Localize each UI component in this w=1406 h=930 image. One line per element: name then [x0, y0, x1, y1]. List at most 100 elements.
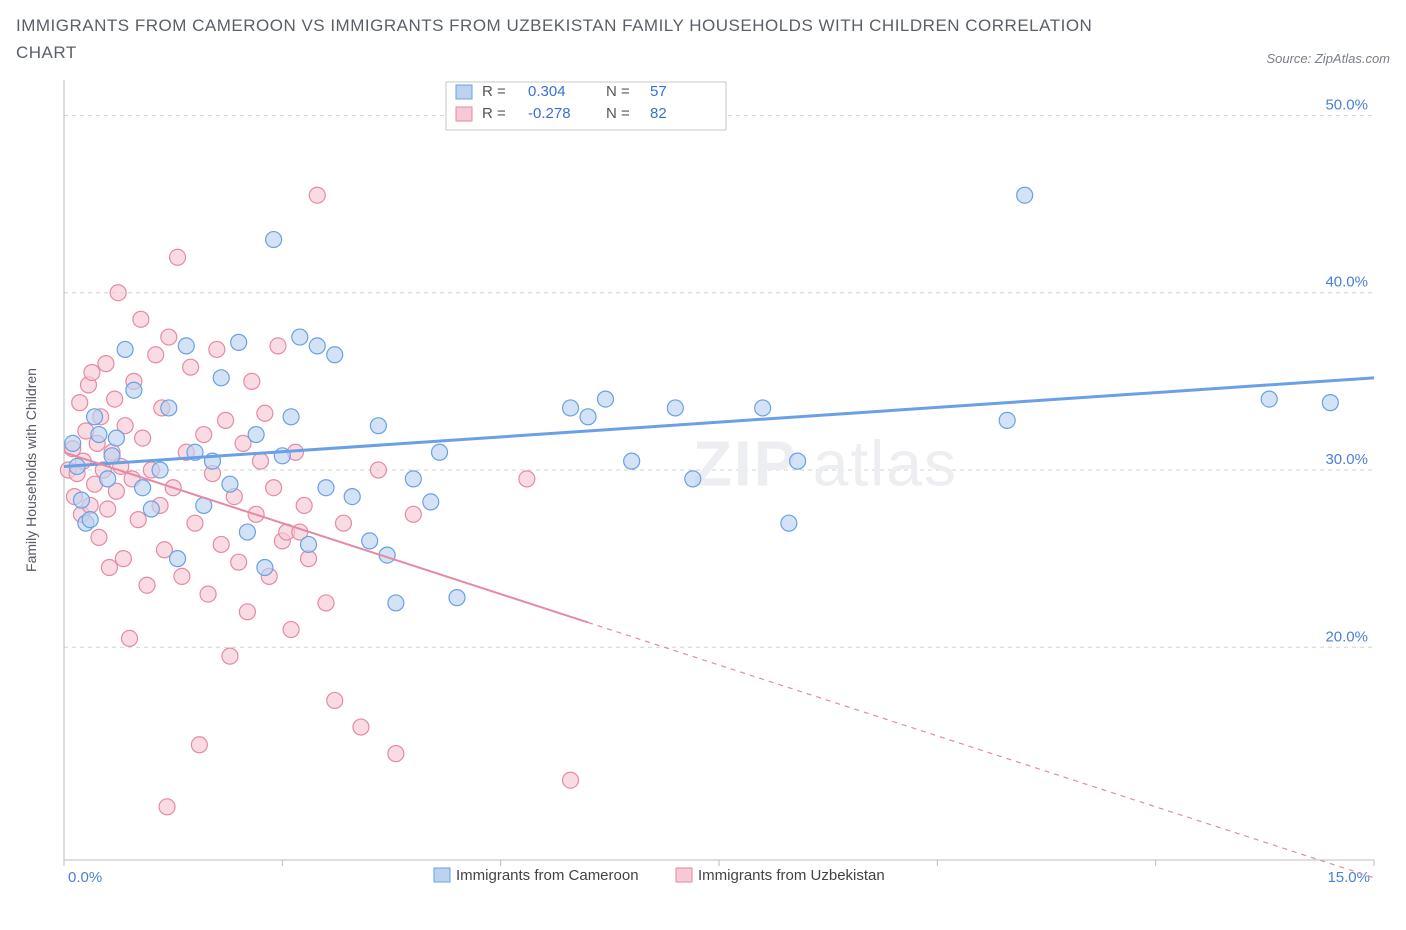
data-point: [115, 551, 131, 567]
stat-n-value: 82: [650, 105, 667, 122]
data-point: [84, 365, 100, 381]
data-point: [344, 489, 360, 505]
data-point: [362, 533, 378, 549]
data-point: [388, 746, 404, 762]
data-point: [624, 454, 640, 470]
watermark: ZIP: [693, 428, 799, 500]
data-point: [790, 454, 806, 470]
data-point: [597, 391, 613, 407]
watermark: atlas: [813, 428, 958, 500]
stat-r-label: R =: [482, 83, 506, 100]
data-point: [335, 516, 351, 532]
data-point: [231, 555, 247, 571]
data-point: [122, 631, 138, 647]
data-point: [266, 480, 282, 496]
data-point: [257, 406, 273, 422]
data-point: [239, 604, 255, 620]
data-point: [309, 338, 325, 354]
source-attribution: Source: ZipAtlas.com: [1266, 51, 1390, 66]
chart-svg: 20.0% 30.0% 40.0% 50.0% ZIPatlas 0.0% 15.0% Fam…: [16, 70, 1390, 900]
data-point: [126, 383, 142, 399]
y-axis-label: Family Households with Children: [23, 368, 39, 572]
y-tick-label: 20.0%: [1325, 629, 1368, 646]
data-point: [266, 232, 282, 248]
data-point: [213, 370, 229, 386]
data-point: [580, 409, 596, 425]
data-point: [135, 480, 151, 496]
data-point: [159, 799, 175, 815]
data-point: [563, 400, 579, 416]
data-point: [388, 595, 404, 611]
trend-line-dashed: [588, 623, 1374, 878]
data-point: [405, 471, 421, 487]
data-point: [107, 391, 123, 407]
stat-n-value: 57: [650, 83, 667, 100]
data-point: [73, 493, 89, 509]
data-point: [1322, 395, 1338, 411]
data-point: [685, 471, 701, 487]
scatter-chart: 20.0% 30.0% 40.0% 50.0% ZIPatlas 0.0% 15.0% Fam…: [16, 70, 1390, 900]
data-point: [196, 427, 212, 443]
data-point: [222, 477, 238, 493]
data-point: [170, 551, 186, 567]
data-point: [200, 586, 216, 602]
data-point: [82, 512, 98, 528]
data-point: [327, 693, 343, 709]
x-tick-label: 0.0%: [68, 869, 102, 886]
data-point: [91, 530, 107, 546]
legend-label: Immigrants from Cameroon: [456, 867, 639, 884]
data-point: [209, 342, 225, 358]
data-point: [405, 507, 421, 523]
data-point: [178, 338, 194, 354]
data-point: [152, 462, 168, 478]
data-point: [309, 188, 325, 204]
data-point: [253, 454, 269, 470]
y-tick-label: 30.0%: [1325, 451, 1368, 468]
data-point: [72, 395, 88, 411]
data-point: [148, 347, 164, 363]
y-tick-label: 40.0%: [1325, 274, 1368, 291]
data-point: [318, 595, 334, 611]
y-tick-label: 50.0%: [1325, 97, 1368, 114]
data-point: [423, 494, 439, 510]
data-point: [244, 374, 260, 390]
data-point: [161, 329, 177, 345]
data-point: [98, 356, 114, 372]
data-point: [139, 578, 155, 594]
data-point: [449, 590, 465, 606]
data-point: [65, 436, 81, 452]
data-point: [292, 329, 308, 345]
data-point: [231, 335, 247, 351]
legend-label: Immigrants from Uzbekistan: [698, 867, 885, 884]
data-point: [432, 445, 448, 461]
data-point: [101, 560, 117, 576]
data-point: [110, 285, 126, 301]
data-point: [117, 342, 133, 358]
data-point: [301, 537, 317, 553]
data-point: [257, 560, 273, 576]
x-tick-label: 15.0%: [1327, 869, 1370, 886]
data-point: [519, 471, 535, 487]
data-point: [239, 524, 255, 540]
data-point: [781, 516, 797, 532]
data-point: [135, 430, 151, 446]
data-point: [170, 250, 186, 266]
data-point: [133, 312, 149, 328]
data-point: [318, 480, 334, 496]
stat-r-value: -0.278: [528, 105, 571, 122]
data-point: [183, 360, 199, 376]
data-point: [370, 462, 386, 478]
data-point: [213, 537, 229, 553]
data-point: [755, 400, 771, 416]
data-point: [327, 347, 343, 363]
data-point: [174, 569, 190, 585]
data-point: [248, 427, 264, 443]
data-point: [187, 516, 203, 532]
data-point: [87, 409, 103, 425]
stat-r-label: R =: [482, 105, 506, 122]
data-point: [283, 409, 299, 425]
data-point: [1017, 188, 1033, 204]
legend-swatch: [676, 868, 692, 882]
data-point: [667, 400, 683, 416]
stat-r-value: 0.304: [528, 83, 566, 100]
